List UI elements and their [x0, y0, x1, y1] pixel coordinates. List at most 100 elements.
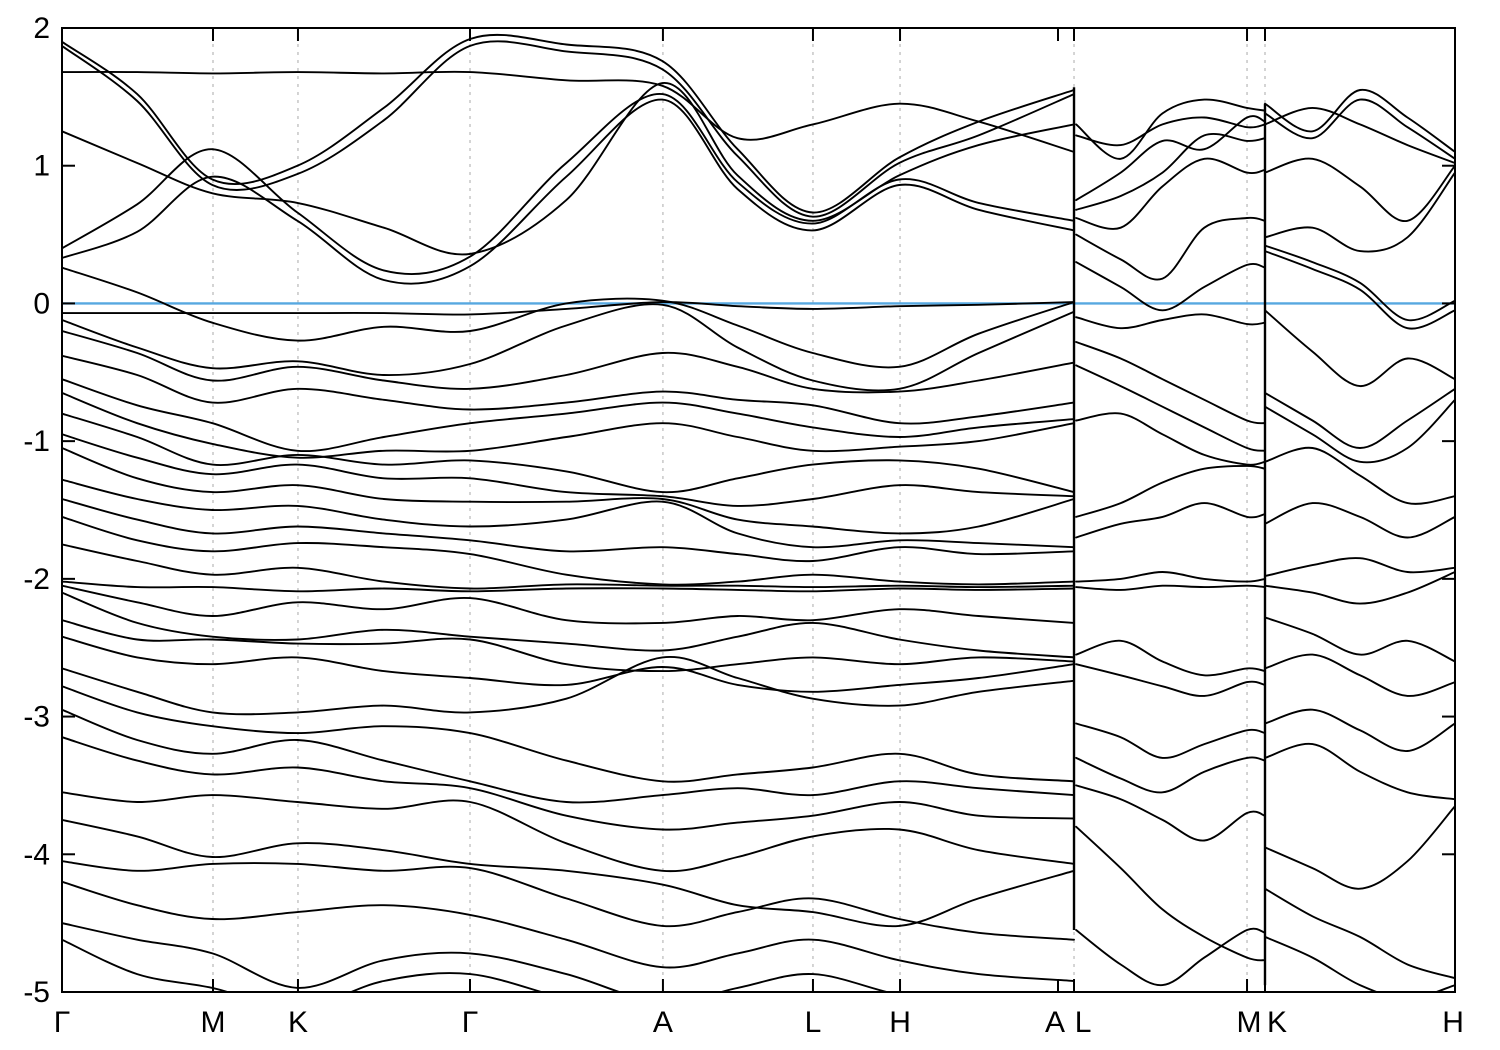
band-curve [1264, 571, 1455, 605]
x-axis-label: A [1045, 1006, 1065, 1039]
band-curve [1264, 805, 1455, 890]
band-curve [62, 685, 1075, 783]
x-axis-label: K [288, 1006, 308, 1039]
band-curve [1075, 412, 1266, 466]
band-curve [1264, 557, 1455, 578]
band-curve [62, 584, 1075, 625]
band-curve [1075, 116, 1266, 147]
band-curve [62, 98, 1075, 285]
band-curve [1264, 742, 1455, 801]
band-curve [62, 301, 1075, 316]
band-curve [1075, 341, 1266, 425]
y-axis-label: -1 [23, 425, 50, 458]
band-curve [62, 498, 1075, 563]
band-curve [62, 433, 1075, 507]
y-axis-label: -5 [23, 976, 50, 1009]
y-axis-label: 2 [33, 12, 50, 45]
x-axis-label: H [889, 1006, 911, 1039]
band-curve [1075, 784, 1266, 842]
y-axis-label: -2 [23, 563, 50, 596]
band-curve [1264, 708, 1455, 752]
band-curve [62, 82, 1075, 256]
y-axis-label: -4 [23, 838, 50, 871]
band-curve [62, 580, 1075, 593]
band-curve [1264, 157, 1455, 222]
band-curve [62, 922, 891, 992]
x-axis-label: H [1442, 1006, 1464, 1039]
band-curve [62, 93, 1075, 275]
band-curve [1075, 663, 1266, 697]
band-curve [1264, 106, 1455, 164]
y-axis-label: -3 [23, 701, 50, 734]
band-curve [62, 412, 1075, 494]
band-curve [62, 515, 1075, 586]
band-curve [1264, 398, 1455, 464]
x-axis-label: L [805, 1006, 822, 1039]
band-curve [62, 391, 1075, 459]
band-curve [62, 330, 1075, 394]
band-curve [62, 33, 1075, 214]
band-curve [1075, 502, 1266, 539]
x-axis-label: A [653, 1006, 673, 1039]
band-curve [1075, 364, 1266, 452]
band-curve [62, 635, 1075, 693]
band-curve [62, 378, 1075, 453]
band-curve [62, 818, 1075, 928]
x-axis-label: Γ [54, 1006, 71, 1039]
band-curve [1075, 98, 1266, 160]
band-curve [62, 791, 1075, 873]
band-curve [1264, 616, 1455, 663]
band-curve [62, 860, 1075, 941]
band-curve [1075, 825, 1266, 962]
x-axis-label: K [1267, 1006, 1287, 1039]
band-curve [1075, 584, 1266, 591]
band-curve [1075, 157, 1266, 230]
band-curve [1264, 887, 1455, 980]
band-curve [62, 591, 1075, 659]
y-axis-label: 0 [33, 287, 50, 320]
band-curve [1075, 756, 1266, 794]
band-curve [62, 303, 1075, 392]
band-curve [1264, 387, 1455, 449]
band-curve [62, 736, 1075, 831]
band-curve [1264, 171, 1455, 253]
band-curve [1264, 502, 1455, 539]
x-axis-label: Γ [462, 1006, 479, 1039]
band-curve [1264, 653, 1455, 697]
x-axis-label: M [201, 1006, 226, 1039]
band-curve [62, 478, 1075, 549]
band-curve [1264, 935, 1455, 992]
plot-border [61, 27, 1456, 993]
x-axis-label: M [1236, 1006, 1261, 1039]
band-curve [1264, 309, 1455, 388]
x-axis-label: L [1075, 1006, 1092, 1039]
band-curve [62, 880, 1075, 982]
band-curve [62, 40, 1075, 218]
band-curve [1264, 89, 1455, 153]
band-curve [1075, 927, 1266, 987]
band-curve [1075, 115, 1266, 202]
band-curve [62, 655, 1075, 716]
band-curve [62, 708, 1075, 804]
band-curve [1264, 250, 1455, 330]
y-axis-label: 1 [33, 150, 50, 183]
band-curve [1075, 313, 1266, 330]
band-curve [62, 619, 1075, 673]
band-curve [62, 266, 1075, 369]
band-curve [1075, 571, 1266, 583]
band-curve [1075, 722, 1266, 759]
band-curve [1264, 446, 1455, 505]
band-curve [1264, 244, 1455, 322]
band-curve [1075, 133, 1266, 211]
band-curve [1075, 261, 1266, 312]
band-curve [1075, 216, 1266, 281]
band-curve [62, 447, 1075, 535]
band-curve [1264, 98, 1455, 160]
band-curve [62, 354, 1075, 425]
band-curve [62, 70, 1075, 153]
band-curve [62, 543, 1075, 590]
band-curve [1075, 464, 1266, 518]
